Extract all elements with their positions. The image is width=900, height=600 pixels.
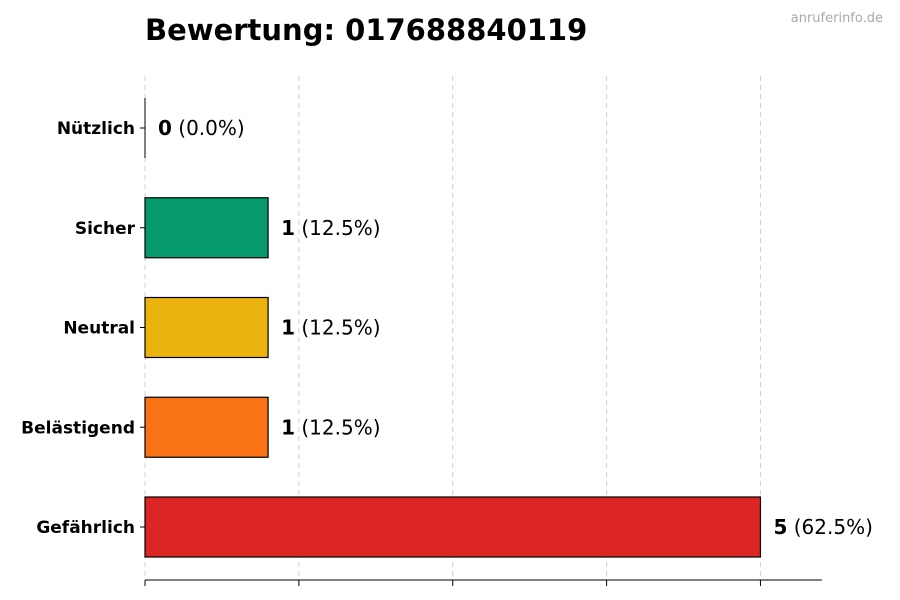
category-label-4: Gefährlich	[36, 518, 135, 538]
value-percent-2: (12.5%)	[295, 316, 381, 340]
value-percent-4: (62.5%)	[787, 515, 873, 539]
category-label-3: Belästigend	[21, 418, 135, 438]
labels-layer: Nützlich 0 (0.0%) Sicher 1 (12.5%) Neutral 1 …	[21, 116, 873, 539]
value-label-1: 1 (12.5%)	[281, 216, 380, 240]
value-count-3: 1	[281, 415, 295, 439]
value-label-0: 0 (0.0%)	[158, 116, 245, 140]
chart-title: Bewertung: 017688840119	[145, 13, 587, 47]
value-count-0: 0	[158, 116, 172, 140]
category-label-1: Sicher	[75, 219, 136, 239]
value-label-2: 1 (12.5%)	[281, 316, 380, 340]
value-label-4: 5 (62.5%)	[773, 515, 872, 539]
value-count-4: 5	[773, 515, 787, 539]
value-count-1: 1	[281, 216, 295, 240]
value-count-2: 1	[281, 316, 295, 340]
bars-layer	[144, 197, 762, 558]
bar-3	[144, 396, 269, 458]
bar-2	[144, 296, 269, 359]
value-label-3: 1 (12.5%)	[281, 415, 380, 439]
value-percent-3: (12.5%)	[295, 415, 381, 439]
category-label-2: Neutral	[63, 319, 135, 339]
bar-1	[144, 197, 269, 259]
value-percent-0: (0.0%)	[172, 116, 245, 140]
category-label-0: Nützlich	[57, 119, 135, 139]
watermark-text: anruferinfo.de	[791, 11, 883, 26]
bar-4	[144, 496, 762, 558]
value-percent-1: (12.5%)	[295, 216, 381, 240]
axis-layer	[140, 98, 822, 586]
